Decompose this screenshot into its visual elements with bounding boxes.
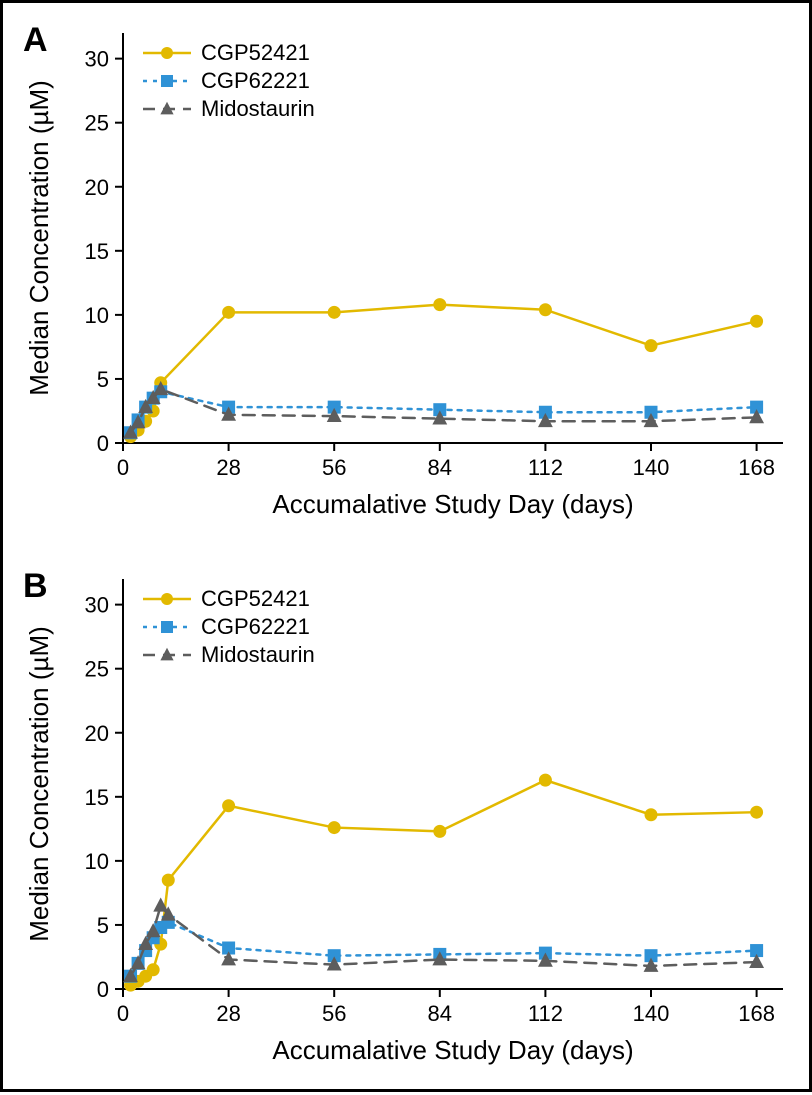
svg-text:84: 84 xyxy=(428,1001,452,1026)
svg-text:112: 112 xyxy=(528,1001,563,1026)
panel-a: A 0 5 10 15 20 25 30 0 28 56 84 112 140 168 Accumalati… xyxy=(3,3,809,549)
svg-text:168: 168 xyxy=(738,455,775,480)
svg-text:140: 140 xyxy=(633,1001,670,1026)
svg-text:28: 28 xyxy=(216,1001,240,1026)
svg-text:0: 0 xyxy=(97,431,109,456)
svg-text:0: 0 xyxy=(117,455,129,480)
svg-text:CGP52421: CGP52421 xyxy=(201,586,310,611)
svg-text:20: 20 xyxy=(85,175,109,200)
svg-text:CGP62221: CGP62221 xyxy=(201,614,310,639)
svg-text:15: 15 xyxy=(85,785,109,810)
svg-text:Accumalative Study Day (days): Accumalative Study Day (days) xyxy=(272,1035,633,1065)
svg-text:140: 140 xyxy=(633,455,670,480)
chart-b-svg: 0 5 10 15 20 25 30 0 28 56 84 112 140 168 Accumalative… xyxy=(3,549,812,1095)
panel-b-label: B xyxy=(23,567,48,606)
svg-text:15: 15 xyxy=(85,239,109,264)
svg-text:112: 112 xyxy=(528,455,563,480)
svg-text:84: 84 xyxy=(428,455,452,480)
panel-a-label: A xyxy=(23,21,48,60)
svg-text:20: 20 xyxy=(85,721,109,746)
svg-text:0: 0 xyxy=(97,977,109,1002)
svg-text:Midostaurin: Midostaurin xyxy=(201,96,315,121)
svg-text:CGP62221: CGP62221 xyxy=(201,68,310,93)
svg-text:0: 0 xyxy=(117,1001,129,1026)
svg-text:56: 56 xyxy=(322,455,346,480)
svg-text:5: 5 xyxy=(97,913,109,938)
figure-container: A 0 5 10 15 20 25 30 0 28 56 84 112 140 168 Accumalati… xyxy=(0,0,812,1092)
svg-text:30: 30 xyxy=(85,593,109,618)
svg-text:25: 25 xyxy=(85,657,109,682)
svg-text:168: 168 xyxy=(738,1001,775,1026)
svg-text:28: 28 xyxy=(216,455,240,480)
svg-text:56: 56 xyxy=(322,1001,346,1026)
svg-text:Median Concentration (µM): Median Concentration (µM) xyxy=(24,80,54,396)
chart-a-svg: 0 5 10 15 20 25 30 0 28 56 84 112 140 168 Accumalative… xyxy=(3,3,812,549)
svg-text:25: 25 xyxy=(85,111,109,136)
svg-text:30: 30 xyxy=(85,47,109,72)
svg-text:CGP52421: CGP52421 xyxy=(201,40,310,65)
svg-text:10: 10 xyxy=(85,303,109,328)
svg-text:5: 5 xyxy=(97,367,109,392)
svg-text:Accumalative Study Day (days): Accumalative Study Day (days) xyxy=(272,489,633,519)
panel-b: B 0 5 10 15 20 25 30 0 28 56 84 112 140 168 Accumalati… xyxy=(3,549,809,1095)
svg-text:10: 10 xyxy=(85,849,109,874)
svg-text:Median Concentration (µM): Median Concentration (µM) xyxy=(24,626,54,942)
svg-text:Midostaurin: Midostaurin xyxy=(201,642,315,667)
